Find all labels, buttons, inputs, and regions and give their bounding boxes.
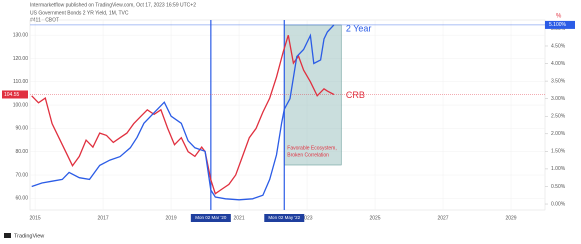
y-tick-label: 90.00: [15, 126, 28, 132]
series-line: [31, 35, 335, 195]
x-tick-label: 2027: [437, 215, 448, 221]
last-value-label: 104.55: [4, 92, 20, 98]
last-value-bg: [2, 90, 28, 99]
event-label-bg: [264, 214, 305, 222]
overlay: #411 · CBOT: [30, 17, 59, 23]
x-tick-label: 2029: [505, 215, 516, 221]
y2-tick-label: 0.00%: [551, 201, 566, 207]
x-tick-label: 2019: [166, 215, 177, 221]
x-tick-label: 2023: [301, 215, 312, 221]
y2-tick-label: 0.50%: [551, 184, 566, 190]
x-tick-label: 2015: [30, 215, 41, 221]
unit: %: [556, 14, 562, 20]
plot-frame: [29, 19, 546, 211]
event-label-bg: [190, 214, 231, 222]
highlight-box: [283, 24, 342, 166]
series-line: [31, 24, 335, 201]
x-tick-label: 2021: [233, 215, 244, 221]
brand: TradingView: [14, 233, 44, 239]
y2-tick-label: 2.00%: [551, 131, 566, 137]
y2-tick-label: 3.00%: [551, 96, 566, 102]
publisher: Intermarketflow published on TradingView…: [30, 2, 196, 8]
symbol: US Government Bonds 2 YR Yield, 1M, TVC: [30, 10, 129, 16]
annotation: Broken Correlation: [287, 152, 329, 158]
series-name: CRB: [346, 90, 365, 100]
y-tick-label: 60.00: [15, 196, 28, 202]
event-label: Mon 02 Mar '20: [195, 215, 227, 220]
y-tick-label: 80.00: [15, 149, 28, 155]
brand-logo: [4, 233, 11, 238]
x-tick-label: 2017: [98, 215, 109, 221]
last-value-label: 5.100%: [549, 22, 567, 28]
event-label: Mon 02 May '22: [268, 215, 300, 220]
y2-tick-label: 3.50%: [551, 78, 566, 84]
y-tick-label: 130.00: [13, 32, 29, 38]
y-tick-label: 70.00: [15, 172, 28, 178]
y-tick-label: 110.00: [13, 79, 28, 85]
y2-tick-label: 2.50%: [551, 114, 566, 120]
last-value-bg: [545, 20, 575, 29]
annotation: Favorable Ecosystem,: [287, 145, 336, 151]
y2-tick-label: 4.00%: [551, 61, 566, 67]
y2-tick-label: 4.50%: [551, 43, 566, 49]
x-tick-label: 2025: [369, 215, 380, 221]
series-name: 2 Year: [346, 23, 372, 33]
y2-tick-label: 1.50%: [551, 149, 566, 155]
y2-tick-label: 1.00%: [551, 166, 566, 172]
y-tick-label: 120.00: [13, 56, 29, 62]
y-tick-label: 100.00: [13, 102, 29, 108]
